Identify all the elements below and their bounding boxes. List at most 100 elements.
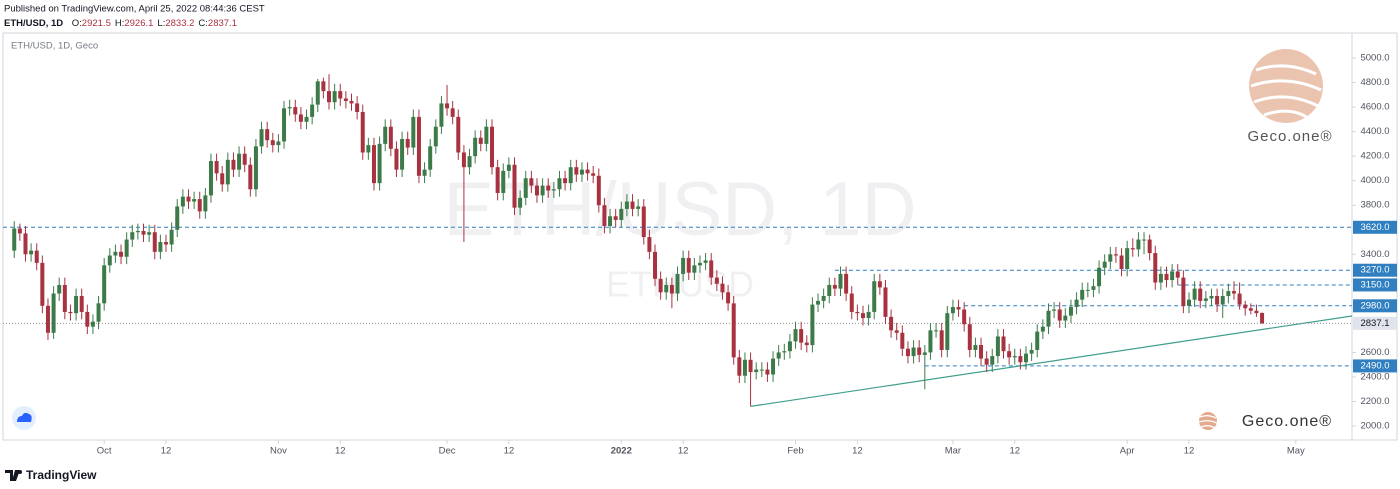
candle-body: [636, 206, 641, 209]
candle-body: [1029, 349, 1034, 354]
candle-body: [360, 111, 365, 153]
candle-body: [433, 126, 438, 147]
candle-body: [776, 352, 781, 359]
candle-body: [388, 126, 393, 149]
candle-body: [1203, 298, 1208, 301]
float-button-icon[interactable]: [17, 412, 32, 422]
y-tick-label: 2000.0: [1360, 421, 1389, 432]
candle-body: [1035, 331, 1040, 350]
x-tick-label: Oct: [97, 446, 112, 457]
ohlc-label: H:: [115, 18, 125, 29]
candle-body: [57, 284, 62, 294]
candle-body: [203, 195, 208, 212]
candle-body: [186, 196, 191, 202]
ohlc-label: O:: [72, 18, 82, 29]
logo-stripes-small: [1198, 415, 1218, 429]
ohlc-line: ETH/USD, 1D O:2921.5 H:2926.1 L:2833.2 C:28…: [4, 18, 237, 29]
candle-body: [135, 230, 140, 233]
candle-body: [866, 311, 871, 319]
candle-body: [242, 153, 247, 165]
candle-body: [34, 250, 39, 263]
candle-body: [855, 311, 860, 314]
candle-body: [624, 201, 629, 209]
candle-body: [169, 229, 174, 245]
candle-body: [1091, 286, 1096, 290]
y-tick-label: 3400.0: [1360, 249, 1389, 260]
candle-body: [490, 126, 495, 168]
candle-body: [17, 228, 22, 234]
candle-body: [473, 137, 478, 157]
candle-body: [1097, 267, 1102, 287]
candle-body: [102, 265, 107, 304]
y-tick-label: 2200.0: [1360, 396, 1389, 407]
candle-body: [1040, 326, 1045, 332]
candle-body: [816, 300, 821, 305]
candle-body: [877, 281, 882, 288]
candle-body: [928, 330, 933, 353]
tv-logo-mark: [5, 470, 20, 481]
candle-body: [675, 273, 680, 294]
level-label-bg: [1353, 278, 1397, 292]
candle-body: [107, 255, 112, 266]
candle-body: [979, 345, 984, 359]
candle-body: [934, 330, 939, 332]
candle-body: [315, 81, 320, 105]
y-tick-label: 4600.0: [1360, 102, 1389, 113]
candle-body: [85, 311, 90, 327]
candle-body: [338, 91, 343, 99]
candle-body: [79, 295, 84, 312]
candle-body: [1170, 271, 1175, 281]
candle-body: [1023, 353, 1028, 363]
candle-body: [1153, 253, 1158, 283]
candle-body: [714, 277, 719, 284]
candle-body: [529, 178, 534, 186]
x-tick-label: Mar: [945, 446, 961, 457]
tv-float-button[interactable]: [12, 406, 36, 430]
candle-body: [585, 169, 590, 174]
candle-body: [23, 233, 28, 255]
candle-body: [1142, 239, 1147, 241]
candle-body: [192, 199, 197, 202]
y-tick-label: 2400.0: [1360, 371, 1389, 382]
candle-body: [366, 145, 371, 153]
current-price-label: 2837.1: [1360, 318, 1389, 329]
candle-body: [771, 358, 776, 375]
y-tick-label: 4800.0: [1360, 77, 1389, 88]
candle-body: [984, 358, 989, 365]
candle-body: [664, 284, 669, 293]
candle-body: [343, 98, 348, 101]
x-tick-label: May: [1287, 446, 1305, 457]
candle-body: [68, 311, 73, 314]
candle-body: [456, 116, 461, 153]
candle-body: [152, 232, 157, 252]
candle-body: [62, 284, 67, 312]
candle-body: [748, 359, 753, 373]
candle-body: [889, 316, 894, 331]
candle-body: [1175, 271, 1180, 278]
candle-body: [270, 140, 275, 146]
candle-body: [321, 81, 326, 92]
candle-body: [596, 175, 601, 206]
candle-body: [742, 359, 747, 376]
candle-body: [534, 185, 539, 196]
logo-top: Geco.one®: [1247, 49, 1332, 145]
candle-body: [130, 232, 135, 240]
x-tick-label: Dec: [439, 446, 456, 457]
watermark-sub: ETHUSD: [606, 264, 754, 305]
chart-frame: [2, 32, 1398, 441]
candle-body: [1063, 315, 1068, 321]
candle-body: [1136, 239, 1141, 250]
candle-body: [113, 251, 118, 256]
candle-body: [416, 116, 421, 176]
candle-body: [74, 295, 79, 314]
candle-body: [231, 159, 236, 170]
candle-body: [180, 196, 185, 207]
level-label-bg: [1353, 263, 1397, 277]
candle-body: [608, 216, 613, 227]
candle-body: [141, 230, 146, 235]
candle-body: [546, 185, 551, 191]
candle-body: [956, 307, 961, 310]
candle-body: [602, 205, 607, 227]
